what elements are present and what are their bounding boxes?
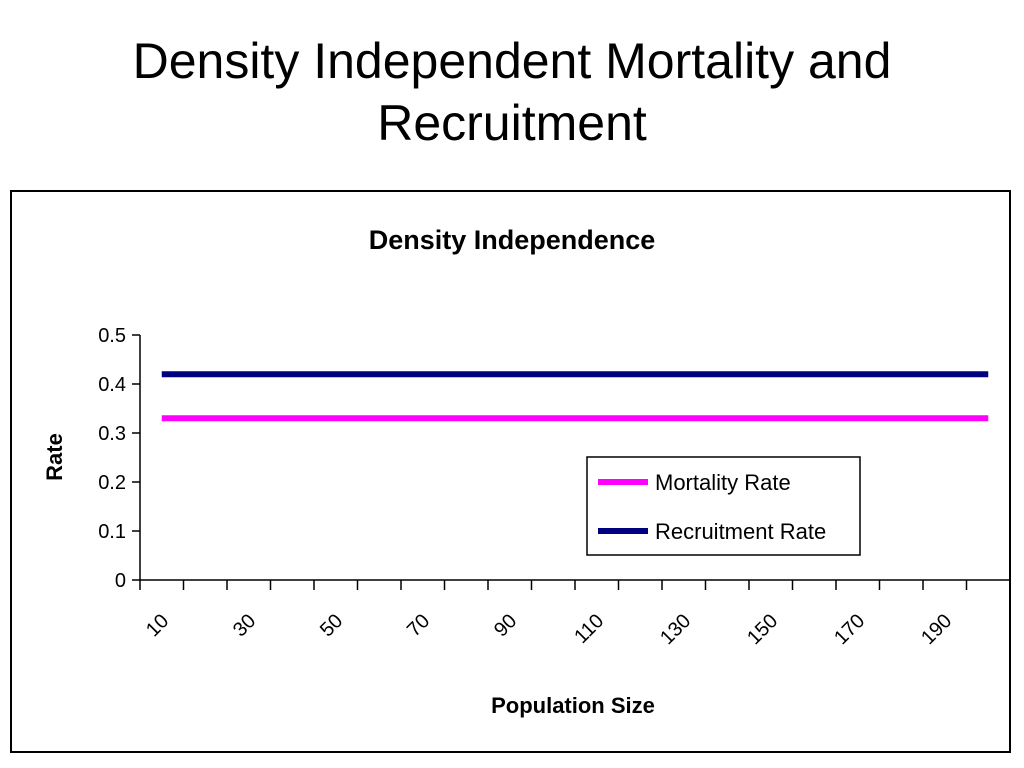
- y-tick-label: 0.2: [98, 472, 126, 494]
- y-tick-label: 0: [115, 570, 126, 592]
- legend-label: Recruitment Rate: [655, 519, 826, 544]
- slide-title-line2: Recruitment: [377, 95, 647, 151]
- y-tick-label: 0.5: [98, 325, 126, 347]
- legend: Mortality Rate Recruitment Rate: [586, 456, 861, 556]
- chart-title: Density Independence: [369, 225, 656, 255]
- x-tick-label: 70: [403, 610, 434, 641]
- y-axis-title: Rate: [42, 433, 67, 481]
- slide-title-line1: Density Independent Mortality and: [132, 33, 892, 89]
- legend-box: [586, 456, 861, 556]
- x-tick-label: 10: [142, 610, 173, 641]
- x-tick-label: 110: [570, 610, 608, 648]
- legend-label: Mortality Rate: [655, 470, 791, 495]
- x-tick-label: 90: [490, 610, 521, 641]
- y-tick-label: 0.1: [98, 521, 126, 543]
- x-tick-label: 30: [229, 610, 260, 641]
- y-tick-label: 0.3: [98, 423, 126, 445]
- x-tick-label: 150: [743, 610, 782, 649]
- x-tick-label: 190: [917, 610, 956, 649]
- series-layer: [161, 371, 989, 422]
- x-tick-label: 170: [830, 610, 869, 649]
- y-tick-label: 0.4: [98, 374, 126, 396]
- slide-title: Density Independent Mortality and Recrui…: [0, 30, 1024, 154]
- x-axis-title: Population Size: [491, 693, 655, 718]
- x-tick-label: 130: [656, 610, 695, 649]
- x-tick-label: 50: [316, 610, 347, 641]
